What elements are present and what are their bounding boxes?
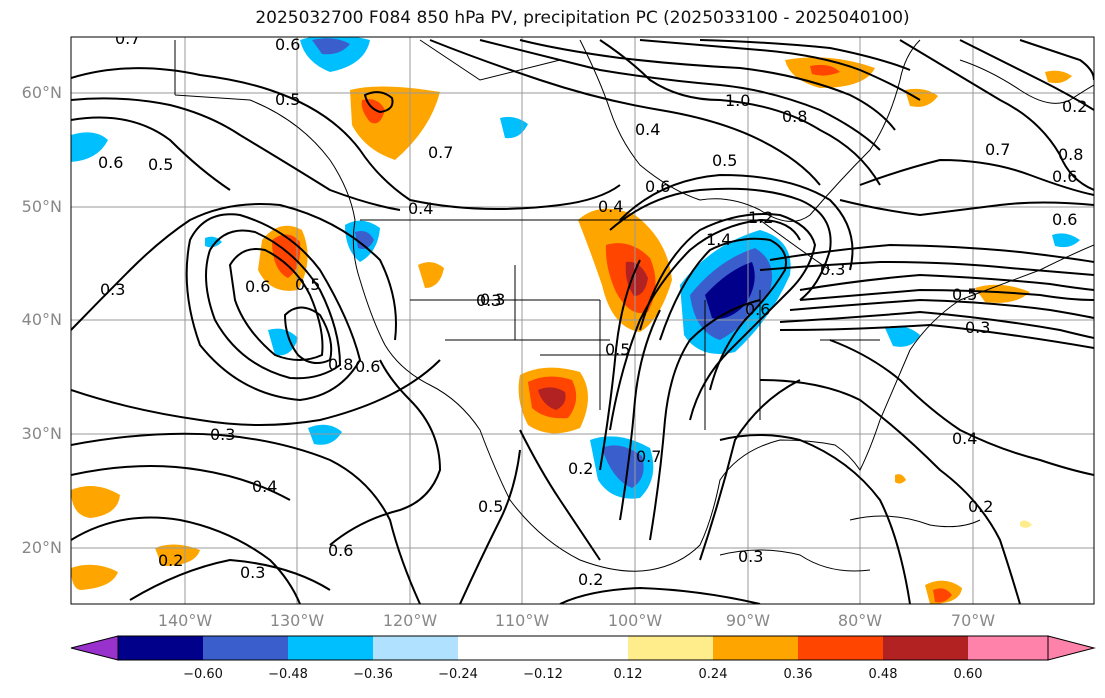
- contour-label: 0.6: [1052, 210, 1077, 229]
- lat-label: 60°N: [21, 83, 62, 102]
- graticule: [71, 37, 1094, 604]
- lon-label: 90°W: [725, 611, 771, 630]
- contour-label: 0.6: [1052, 167, 1077, 186]
- map-title: 2025032700 F084 850 hPa PV, precipitatio…: [255, 8, 910, 28]
- contour-label: 0.4: [598, 197, 623, 216]
- colorbar-extend-high: [1047, 635, 1096, 661]
- contour-label: 0.6: [745, 300, 770, 319]
- lon-label: 110°W: [494, 611, 550, 630]
- colorbar-tick-label: 0.60: [953, 667, 983, 682]
- colorbar-tick-label: 0.36: [783, 667, 813, 682]
- colorbar-tick-label: −0.48: [268, 667, 308, 682]
- contour-label: 0.4: [408, 199, 433, 218]
- colorbar-segment: [713, 636, 798, 660]
- colorbar-segment: [628, 636, 713, 660]
- colorbar-segment: [288, 636, 373, 660]
- contour-label: 0.2: [158, 551, 183, 570]
- colorbar-segment: [543, 636, 628, 660]
- colorbar-segment: [373, 636, 458, 660]
- colorbar: [70, 635, 1096, 661]
- contour-label: 0.2: [1062, 97, 1087, 116]
- contour-label: 0.3: [210, 425, 235, 444]
- colorbar-tick-label: −0.36: [353, 667, 393, 682]
- colorbar-tick-label: 0.24: [698, 667, 728, 682]
- lat-label: 50°N: [21, 197, 62, 216]
- contour-label: 0.5: [712, 151, 737, 170]
- lon-label: 130°W: [269, 611, 325, 630]
- contour-label: 1.4: [706, 230, 731, 249]
- contour-label: 0.3: [820, 260, 845, 279]
- contour-label: 0.3: [476, 291, 501, 310]
- contour-label: 0.7: [985, 140, 1010, 159]
- contour-label: 0.6: [98, 153, 123, 172]
- contour-label: 0.5: [275, 90, 300, 109]
- lon-label: 100°W: [607, 611, 663, 630]
- colorbar-tick-label: 0.48: [868, 667, 898, 682]
- contour-label: 0.4: [252, 477, 277, 496]
- colorbar-segment: [968, 636, 1048, 660]
- contour-label: 0.6: [275, 35, 300, 54]
- contour-label: 0.3: [240, 563, 265, 582]
- colorbar-tick-label: −0.24: [438, 667, 478, 682]
- contour-label: 0.6: [645, 177, 670, 196]
- colorbar-segment: [118, 636, 203, 660]
- lat-label: 40°N: [21, 310, 62, 329]
- contour-label: 0.5: [478, 497, 503, 516]
- colorbar-segment: [883, 636, 968, 660]
- contour-label: 0.8: [1058, 145, 1083, 164]
- contour-label: 0.2: [578, 570, 603, 589]
- pv-contours: [71, 39, 1094, 604]
- contour-label: 0.2: [568, 459, 593, 478]
- lon-label: 70°W: [950, 611, 996, 630]
- contour-label: 0.8: [328, 355, 353, 374]
- contour-label: 0.3: [480, 290, 505, 309]
- contour-label: 0.4: [952, 429, 977, 448]
- contour-label: 0.5: [295, 275, 320, 294]
- colorbar-extend-low: [70, 635, 119, 661]
- contour-label: 1.2: [748, 208, 773, 227]
- coastlines: [174, 39, 1094, 572]
- contour-label: 0.7: [636, 447, 661, 466]
- colorbar-tick-label: 0.12: [613, 667, 643, 682]
- lat-label: 20°N: [21, 538, 62, 557]
- contour-label: 0.6: [355, 357, 380, 376]
- contour-label: 0.3: [965, 318, 990, 337]
- colorbar-segment: [203, 636, 288, 660]
- contour-label: 0.7: [115, 29, 140, 48]
- contour-label: 0.7: [428, 143, 453, 162]
- contour-label: 0.8: [782, 107, 807, 126]
- contour-label: 0.6: [245, 277, 270, 296]
- map-frame: [70, 36, 1095, 605]
- contour-label: 0.5: [148, 155, 173, 174]
- contour-label: 0.6: [328, 541, 353, 560]
- colorbar-segment: [798, 636, 883, 660]
- contour-label: 0.4: [635, 120, 660, 139]
- lat-label: 30°N: [21, 424, 62, 443]
- contour-label: 0.3: [738, 547, 763, 566]
- lon-label: 80°W: [837, 611, 883, 630]
- lon-label: 120°W: [382, 611, 438, 630]
- contour-label: 0.5: [952, 285, 977, 304]
- contour-label: 0.5: [605, 340, 630, 359]
- colorbar-segment: [458, 636, 543, 660]
- contour-label-group: 0.7 0.6 0.5 0.6 0.4 1.0 0.8 0.7 0.8 0.7 …: [98, 29, 1087, 589]
- contour-label: 0.3: [100, 280, 125, 299]
- contour-label: 0.2: [968, 497, 993, 516]
- lon-label: 140°W: [157, 611, 213, 630]
- contour-label: 1.0: [725, 91, 750, 110]
- colorbar-tick-label: −0.12: [523, 667, 563, 682]
- colorbar-tick-label: −0.60: [183, 667, 223, 682]
